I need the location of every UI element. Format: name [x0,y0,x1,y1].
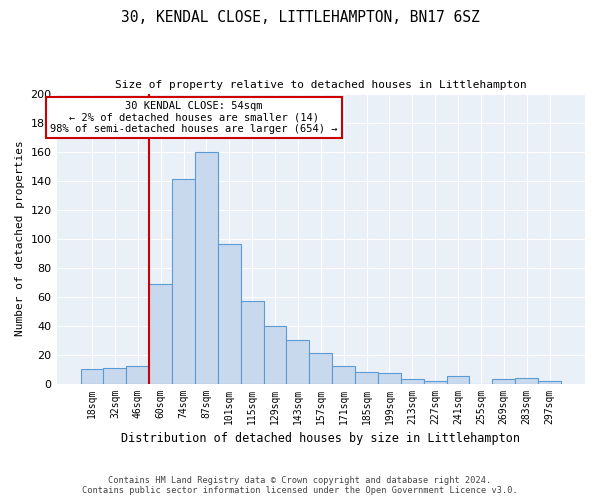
Bar [103,368,127,384]
Bar [446,376,469,384]
Y-axis label: Number of detached properties: Number of detached properties [15,140,25,336]
Text: Contains HM Land Registry data © Crown copyright and database right 2024.
Contai: Contains HM Land Registry data © Crown c… [82,476,518,495]
Bar [515,378,538,384]
Bar [538,380,561,384]
Bar [286,340,310,384]
Bar [424,380,446,384]
Bar [172,179,195,384]
Bar [378,374,401,384]
Bar [149,284,172,384]
Bar [195,152,218,384]
Bar [332,366,355,384]
X-axis label: Distribution of detached houses by size in Littlehampton: Distribution of detached houses by size … [121,432,520,445]
Bar [493,379,515,384]
Bar [80,369,103,384]
Bar [355,372,378,384]
Bar [263,326,286,384]
Bar [310,353,332,384]
Bar [401,379,424,384]
Title: Size of property relative to detached houses in Littlehampton: Size of property relative to detached ho… [115,80,527,90]
Bar [127,366,149,384]
Text: 30 KENDAL CLOSE: 54sqm
← 2% of detached houses are smaller (14)
98% of semi-deta: 30 KENDAL CLOSE: 54sqm ← 2% of detached … [50,101,338,134]
Bar [241,301,263,384]
Text: 30, KENDAL CLOSE, LITTLEHAMPTON, BN17 6SZ: 30, KENDAL CLOSE, LITTLEHAMPTON, BN17 6S… [121,10,479,25]
Bar [218,244,241,384]
